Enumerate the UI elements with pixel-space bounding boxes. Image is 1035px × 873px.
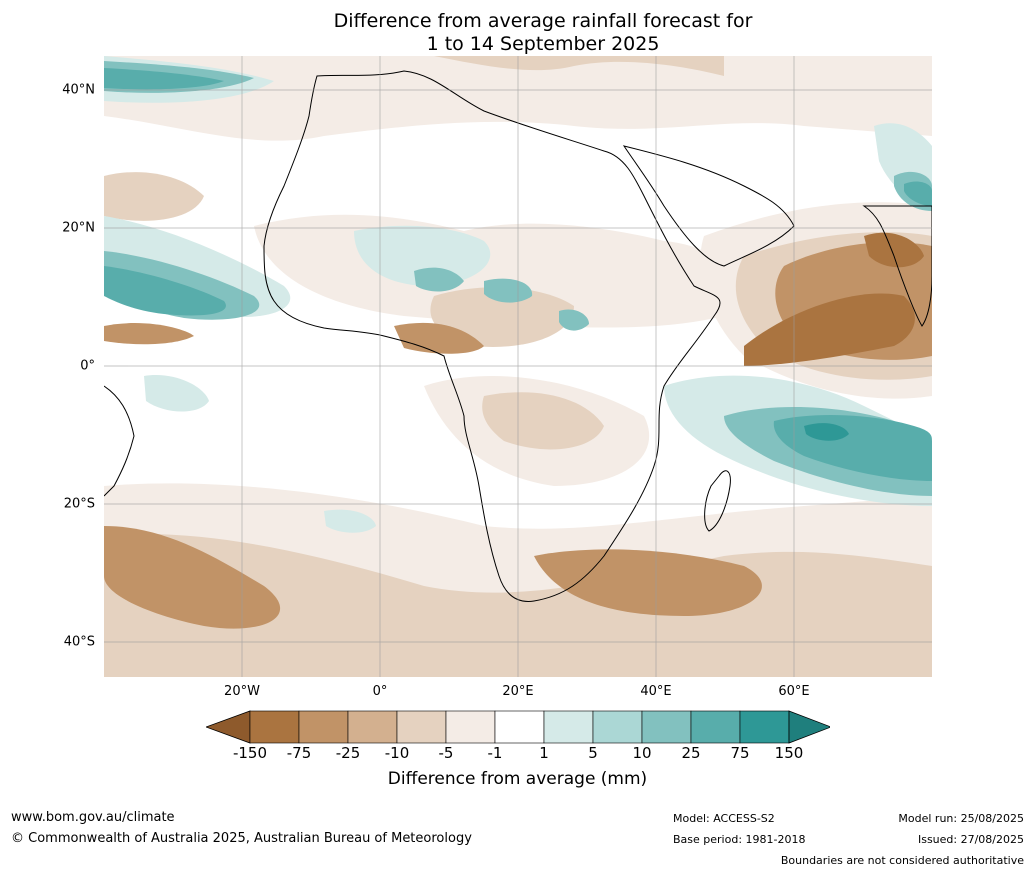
colorbar-extend-low <box>206 710 251 744</box>
colorbar-bin <box>445 710 496 744</box>
dry-anomaly-very-strong <box>744 232 924 366</box>
colorbar-tick-label: 150 <box>774 744 804 762</box>
lat-label-40s: 40°S <box>63 634 95 650</box>
lon-label-0: 0° <box>372 684 388 699</box>
colorbar-tick-label: -5 <box>438 744 454 762</box>
lon-label-20w: 20°W <box>224 684 260 699</box>
colorbar-bin <box>396 710 447 744</box>
colorbar-bin <box>347 710 398 744</box>
madagascar-coastline <box>704 470 731 532</box>
lat-label-40n: 40°N <box>62 82 95 98</box>
arabia-coastline <box>622 145 795 267</box>
colorbar-label: Difference from average (mm) <box>387 769 648 789</box>
model-run-date: Model run: 25/08/2025 <box>898 812 1024 825</box>
map-title: Difference from average rainfall forecas… <box>0 10 1035 56</box>
colorbar-tick-label: -150 <box>232 744 268 762</box>
colorbar-bin <box>641 710 692 744</box>
lon-label-60e: 60°E <box>778 684 810 699</box>
lat-label-0: 0° <box>80 358 95 374</box>
website-url[interactable]: www.bom.gov.au/climate <box>11 810 175 825</box>
colorbar-tick-label: 25 <box>681 744 701 762</box>
colorbar-tick-label: -75 <box>286 744 312 762</box>
colorbar-extend-high <box>788 710 830 744</box>
model-name: Model: ACCESS-S2 <box>673 812 775 825</box>
graticule <box>104 56 932 677</box>
colorbar-tick-label: -1 <box>487 744 503 762</box>
colorbar-bin <box>249 710 300 744</box>
boundary-disclaimer: Boundaries are not considered authoritat… <box>780 854 1024 867</box>
colorbar-bin <box>494 710 545 744</box>
base-period: Base period: 1981-2018 <box>673 833 806 846</box>
south-america-coastline <box>104 385 135 497</box>
colorbar-tick-label: -10 <box>384 744 410 762</box>
colorbar-bin <box>298 710 349 744</box>
colorbar-bin <box>543 710 594 744</box>
colorbar-tick-label: 5 <box>588 744 598 762</box>
lon-label-20e: 20°E <box>502 684 534 699</box>
lon-label-40e: 40°E <box>640 684 672 699</box>
issued-date: Issued: 27/08/2025 <box>917 833 1024 846</box>
colorbar-tick-label: 10 <box>632 744 652 762</box>
colorbar-tick-label: -25 <box>335 744 361 762</box>
title-line-1: Difference from average rainfall forecas… <box>333 10 753 32</box>
title-line-2: 1 to 14 September 2025 <box>426 33 660 55</box>
india-coastline <box>862 205 932 327</box>
colorbar-bin <box>592 710 643 744</box>
africa-coastline <box>263 70 721 602</box>
rainfall-anomaly-map <box>104 56 932 677</box>
lat-label-20s: 20°S <box>63 496 95 512</box>
colorbar-bin <box>739 710 790 744</box>
lat-label-20n: 20°N <box>62 220 95 236</box>
colorbar <box>206 710 830 744</box>
colorbar-tick-label: 75 <box>730 744 750 762</box>
copyright-text: © Commonwealth of Australia 2025, Austra… <box>11 831 472 846</box>
colorbar-bin <box>690 710 741 744</box>
wet-anomaly-very-strong <box>804 423 849 441</box>
colorbar-tick-label: 1 <box>539 744 549 762</box>
